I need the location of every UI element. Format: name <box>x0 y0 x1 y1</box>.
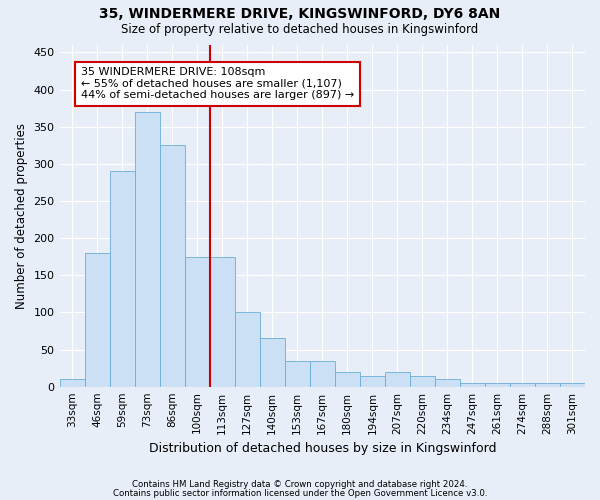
Y-axis label: Number of detached properties: Number of detached properties <box>15 123 28 309</box>
Text: Contains public sector information licensed under the Open Government Licence v3: Contains public sector information licen… <box>113 488 487 498</box>
Text: 35 WINDERMERE DRIVE: 108sqm
← 55% of detached houses are smaller (1,107)
44% of : 35 WINDERMERE DRIVE: 108sqm ← 55% of det… <box>81 68 354 100</box>
Bar <box>209 256 235 386</box>
Bar <box>260 338 285 386</box>
Bar <box>110 172 134 386</box>
Bar <box>185 256 209 386</box>
Bar <box>134 112 160 386</box>
Text: 35, WINDERMERE DRIVE, KINGSWINFORD, DY6 8AN: 35, WINDERMERE DRIVE, KINGSWINFORD, DY6 … <box>100 8 500 22</box>
Bar <box>535 383 560 386</box>
Bar <box>435 380 460 386</box>
Bar <box>335 372 360 386</box>
Bar <box>560 383 585 386</box>
Bar <box>485 383 510 386</box>
Bar <box>235 312 260 386</box>
Bar <box>85 253 110 386</box>
Bar <box>410 376 435 386</box>
Bar <box>460 383 485 386</box>
Bar <box>160 146 185 386</box>
Bar <box>360 376 385 386</box>
Bar <box>385 372 410 386</box>
Bar <box>285 360 310 386</box>
X-axis label: Distribution of detached houses by size in Kingswinford: Distribution of detached houses by size … <box>149 442 496 455</box>
Bar <box>59 380 85 386</box>
Bar <box>310 360 335 386</box>
Bar <box>510 383 535 386</box>
Text: Size of property relative to detached houses in Kingswinford: Size of property relative to detached ho… <box>121 22 479 36</box>
Text: Contains HM Land Registry data © Crown copyright and database right 2024.: Contains HM Land Registry data © Crown c… <box>132 480 468 489</box>
